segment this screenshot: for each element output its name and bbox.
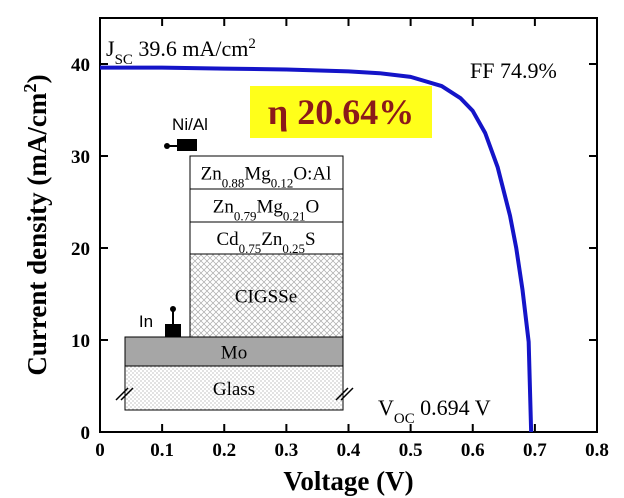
- layer-label: Zn0.79Mg0.21O: [213, 197, 319, 224]
- in-contact: [165, 324, 181, 337]
- text-part: 0.75: [239, 241, 262, 256]
- efficiency-box: [250, 86, 432, 138]
- text-part: Current density (mA/cm: [22, 92, 52, 375]
- layer-label: Zn0.88Mg0.12O:Al: [201, 164, 332, 191]
- device-stack: Ni/Al In Zn0.88Mg0.12O:AlZn0.79Mg0.21OCd…: [115, 115, 354, 411]
- layer-label: Glass: [213, 379, 255, 400]
- y-tick-label: 20: [71, 239, 90, 260]
- text-part: Zn: [261, 229, 283, 250]
- text-part: 0.12: [271, 175, 294, 190]
- layer-label: CIGSSe: [235, 287, 297, 308]
- x-axis-title: Voltage (V): [283, 466, 413, 496]
- text-part: Zn: [213, 197, 235, 218]
- text-part: Mg: [256, 197, 283, 218]
- text-part: O: [305, 197, 319, 218]
- x-tick-label: 0.3: [275, 440, 299, 461]
- contact-label: In: [139, 312, 153, 331]
- x-tick-label: 0: [95, 440, 105, 461]
- text-part: ): [22, 74, 52, 83]
- cdzns-layer: [189, 221, 344, 255]
- y-tick-label: 40: [71, 55, 90, 76]
- text-part: 2: [248, 36, 255, 52]
- text-part: 0.694 V: [415, 395, 491, 420]
- annotation: FF 74.9%: [470, 58, 557, 83]
- text-part: 0.79: [234, 208, 257, 223]
- annotation: VOC 0.694 V: [378, 395, 491, 427]
- text-part: J: [106, 36, 115, 61]
- x-tick-label: 0.5: [399, 440, 423, 461]
- y-tick-label: 0: [81, 423, 91, 444]
- contact-dot: [164, 143, 170, 149]
- x-tick-label: 0.2: [212, 440, 236, 461]
- y-tick-label: 10: [71, 331, 90, 352]
- text-part: Glass: [213, 379, 255, 400]
- layer-label: Mo: [221, 343, 247, 364]
- y-axis-title: Current density (mA/cm2): [20, 74, 52, 375]
- ni-al-contact: [177, 139, 197, 151]
- annotation: η 20.64%: [268, 92, 414, 132]
- glass-layer: [124, 365, 344, 411]
- contact-label: Ni/Al: [172, 115, 208, 134]
- annotation: JSC 39.6 mA/cm2: [106, 36, 256, 68]
- znmgo-layer: [189, 188, 344, 223]
- text-part: Zn: [201, 164, 223, 185]
- x-tick-label: 0.1: [150, 440, 174, 461]
- text-part: 39.6 mA/cm: [133, 36, 249, 61]
- text-part: 0.88: [222, 175, 245, 190]
- text-part: SC: [115, 52, 133, 68]
- text-part: O:Al: [293, 164, 331, 185]
- glass-break: [115, 387, 354, 401]
- jv-curve: [100, 65, 534, 433]
- text-part: 2: [20, 83, 40, 92]
- text-part: Mg: [244, 164, 271, 185]
- text-part: 0.25: [282, 241, 305, 256]
- layer-label: Cd0.75Zn0.25S: [216, 229, 315, 256]
- x-tick-label: 0.8: [585, 440, 609, 461]
- text-part: η 20.64%: [268, 92, 414, 132]
- contact-dot: [170, 306, 176, 312]
- text-part: 0.21: [283, 208, 306, 223]
- x-tick-label: 0.4: [337, 440, 361, 461]
- x-tick-label: 0.6: [461, 440, 485, 461]
- y-tick-label: 30: [71, 147, 90, 168]
- text-part: Cd: [216, 229, 239, 250]
- text-part: V: [378, 395, 394, 420]
- text-part: S: [305, 229, 316, 250]
- mo-layer: [124, 336, 344, 367]
- text-part: FF 74.9%: [470, 58, 557, 83]
- x-tick-label: 0.7: [523, 440, 547, 461]
- text-part: OC: [394, 411, 415, 427]
- text-part: CIGSSe: [235, 287, 297, 308]
- azo-layer: [189, 155, 344, 190]
- text-part: Mo: [221, 343, 247, 364]
